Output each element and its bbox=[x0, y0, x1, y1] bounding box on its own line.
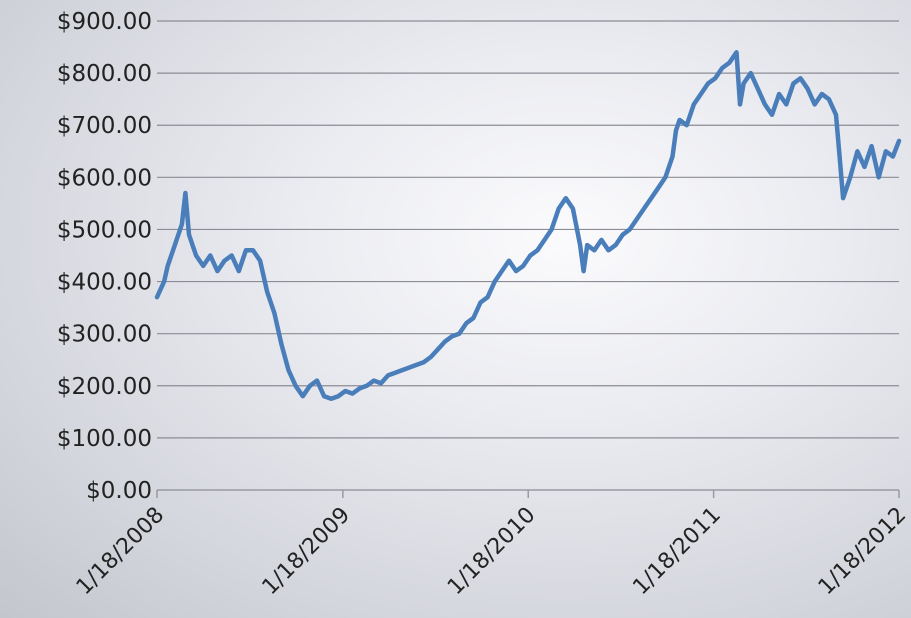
y-tick-label: $600.00 bbox=[57, 165, 152, 191]
y-tick-label: $200.00 bbox=[57, 374, 152, 400]
x-axis-tick-labels: 1/18/2008 1/18/2009 1/18/2010 1/18/2011 1/18… bbox=[72, 503, 911, 600]
y-axis-tick-labels: $0.00 $100.00 $200.00 $300.00 $400.00 $500.00… bbox=[57, 9, 152, 504]
y-tick-label: $500.00 bbox=[57, 217, 152, 243]
y-tick-label: $300.00 bbox=[57, 322, 152, 348]
x-tick-label: 1/18/2011 bbox=[628, 503, 725, 600]
gridlines bbox=[157, 20, 899, 439]
x-tick-label: 1/18/2009 bbox=[258, 503, 355, 600]
x-tick-label: 1/18/2010 bbox=[443, 503, 540, 600]
x-axis-ticks bbox=[156, 490, 900, 498]
x-tick-label: 1/18/2008 bbox=[72, 503, 169, 600]
y-tick-label: $400.00 bbox=[57, 270, 152, 296]
y-tick-label: $0.00 bbox=[86, 478, 152, 504]
y-tick-label: $800.00 bbox=[57, 61, 152, 87]
series-line bbox=[154, 50, 902, 402]
x-tick-label: 1/18/2012 bbox=[814, 503, 911, 600]
y-tick-label: $700.00 bbox=[57, 113, 152, 139]
y-tick-label: $900.00 bbox=[57, 9, 152, 35]
y-tick-label: $100.00 bbox=[57, 426, 152, 452]
